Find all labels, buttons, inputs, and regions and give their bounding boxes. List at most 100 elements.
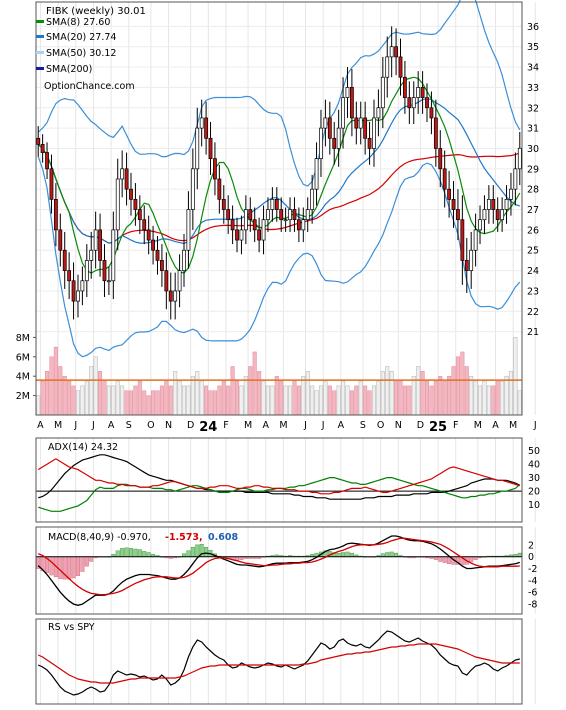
candle-body — [239, 229, 244, 241]
volume-bar — [75, 390, 80, 416]
volume-bar — [155, 390, 160, 416]
candle-body — [350, 87, 354, 119]
volume-bar — [173, 371, 178, 416]
candle-body — [469, 249, 474, 271]
y-tick-label: 25 — [527, 246, 539, 257]
legend: SMA(8) 27.60 SMA(20) 27.74 SMA(50) 30.12… — [36, 17, 135, 92]
volume-bar — [248, 366, 253, 416]
volume-bar — [133, 385, 138, 416]
volume-bar — [495, 380, 500, 416]
macd-value-signal: -1.573, — [165, 532, 203, 543]
y-tick-label: 27 — [527, 205, 539, 216]
macd-histogram-bar — [75, 556, 80, 576]
candle-body — [425, 97, 429, 109]
legend-swatch-sma20 — [36, 35, 44, 38]
candle-body — [354, 117, 359, 129]
volume-bar — [363, 385, 368, 416]
volume-bar — [261, 380, 266, 416]
volume-bar — [473, 380, 478, 416]
macd-series-line — [37, 535, 520, 606]
volume-bar — [380, 371, 385, 416]
volume-bar — [455, 356, 460, 416]
macd-histogram-bar — [71, 556, 76, 579]
volume-bar — [438, 375, 443, 416]
volume-bar — [310, 385, 315, 416]
volume-bar — [190, 375, 195, 416]
candle-body — [107, 280, 111, 283]
volume-bar — [239, 385, 244, 416]
x-tick-label: M — [509, 420, 517, 431]
candle-body — [58, 229, 63, 251]
volume-bar — [98, 371, 103, 416]
candle-body — [389, 46, 394, 58]
volume-bar — [151, 390, 156, 416]
x-tick-label: A — [262, 420, 269, 431]
grid-layer — [33, 2, 536, 704]
candle-body — [208, 137, 213, 159]
macd-histogram-bar — [204, 546, 209, 557]
volume-bar — [394, 380, 399, 416]
macd-histogram-bar — [89, 556, 94, 562]
candle-body — [274, 199, 279, 210]
panel-frame — [35, 437, 523, 523]
volume-tick-label: 4M — [16, 372, 30, 383]
candle-body — [190, 168, 195, 210]
candle-body — [314, 158, 319, 190]
sma8-line — [37, 76, 521, 274]
candle-body — [478, 219, 482, 231]
volume-bar — [292, 380, 297, 416]
candle-body — [319, 127, 323, 159]
macd-histogram-bar — [235, 556, 240, 561]
volume-bar — [345, 385, 350, 416]
volume-bar — [301, 375, 306, 416]
macd-histogram-bar — [341, 552, 346, 557]
candle-body — [296, 219, 301, 231]
volume-bar — [447, 375, 452, 416]
candle-body — [173, 290, 178, 302]
legend-swatch-sma50 — [36, 51, 44, 54]
candle-body — [407, 97, 412, 109]
macd-histogram-bar — [124, 547, 129, 557]
candle-body — [67, 270, 72, 282]
x-tick-label: A — [338, 420, 345, 431]
volume-bar — [420, 371, 425, 416]
volume-bar — [128, 390, 134, 416]
candle-body — [398, 56, 403, 78]
candle-body — [513, 168, 518, 190]
watermark: OptionChance.com — [44, 81, 135, 92]
adx-title: ADX(14) 24.32 — [48, 442, 118, 453]
x-tick-label: D — [187, 420, 194, 431]
candle-body — [160, 260, 164, 271]
panel-frame — [35, 618, 523, 705]
candle-body — [235, 229, 239, 241]
volume-bar — [40, 380, 45, 416]
candle-body — [482, 209, 487, 221]
macd-histogram-bar — [195, 544, 200, 557]
x-tick-label: A — [37, 420, 44, 431]
volume-bar — [288, 385, 293, 416]
candle-body — [517, 147, 522, 170]
macd-tick-label: -2 — [528, 564, 537, 575]
rs-series-line — [37, 643, 520, 684]
rs-title: RS vs SPY — [48, 622, 95, 633]
macd-histogram-bar — [349, 552, 354, 557]
volume-tick-label: 8M — [16, 333, 30, 344]
candle-body — [71, 280, 76, 302]
candle-body — [473, 229, 478, 251]
x-tick-label: J — [73, 420, 77, 431]
labels-layer: A M J J A S O N D 24 F M A M J J A S O N D 25 F M A M J21222324252… — [16, 22, 540, 611]
candle-body — [213, 158, 217, 180]
volume-bar — [199, 380, 204, 416]
macd-histogram-bar — [67, 556, 72, 580]
volume-bar — [208, 390, 213, 416]
macd-histogram-bar — [442, 556, 447, 563]
x-tick-label: J — [91, 420, 95, 431]
candle-body — [111, 229, 116, 282]
volume-bar — [195, 371, 200, 416]
volume-bar — [84, 380, 89, 416]
y-tick-label: 23 — [527, 286, 539, 297]
sma20-line — [37, 97, 521, 245]
legend-item-sma200: SMA(200) — [46, 64, 92, 75]
